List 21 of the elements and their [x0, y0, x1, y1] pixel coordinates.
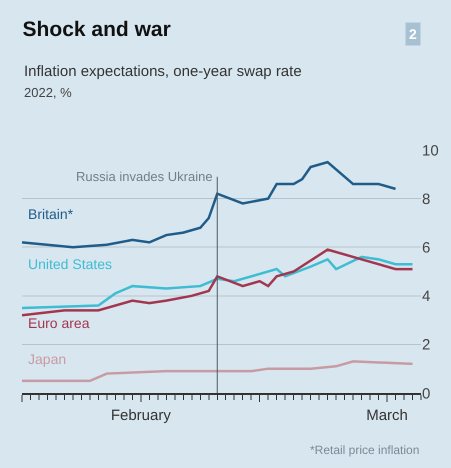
y-tick-label: 4 [422, 288, 430, 306]
chart-subtitle: Inflation expectations, one-year swap rate [24, 63, 302, 80]
ref-line-label: Russia invades Ukraine [76, 169, 213, 184]
chart-title: Shock and war [22, 18, 171, 41]
series-label: United States [28, 256, 112, 272]
series-label: Japan [28, 351, 66, 367]
line-series [22, 160, 397, 248]
text: *Retail price inflation [310, 443, 420, 457]
y-tick-label: 2 [422, 336, 430, 354]
y-tick-label: 0 [422, 385, 430, 402]
series-label: Britain* [28, 206, 74, 222]
y-tick-label: 6 [422, 239, 430, 256]
y-tick-label: 10 [422, 142, 439, 160]
y-tick-label: 8 [422, 190, 430, 208]
line-series [22, 248, 414, 316]
y-axis-title: 2022, % [24, 85, 72, 100]
text: 2 [409, 26, 417, 42]
line-series [22, 256, 414, 310]
x-tick-label: February [110, 406, 172, 424]
x-tick-label: March [366, 406, 408, 424]
series-label: Euro area [28, 315, 90, 331]
